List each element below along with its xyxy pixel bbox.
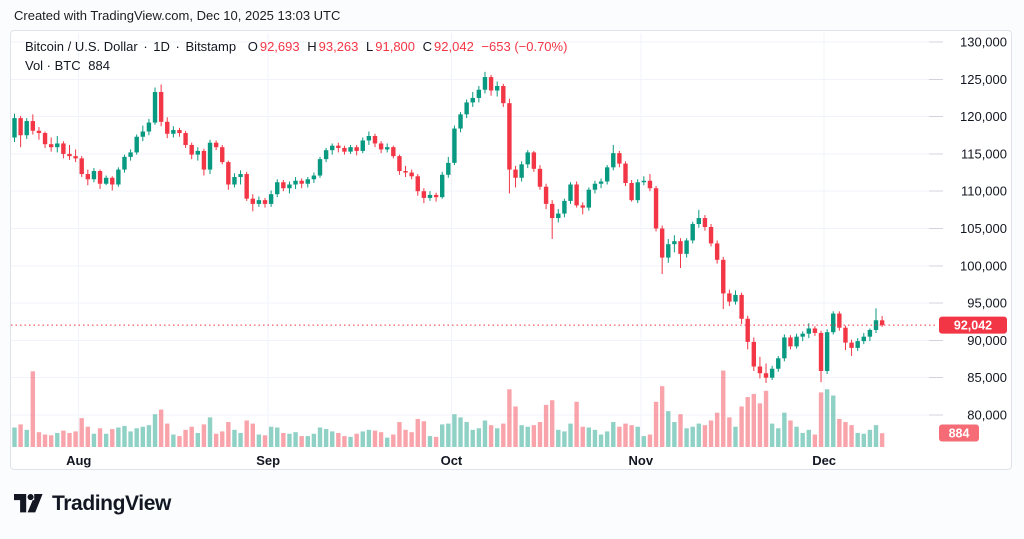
attribution-text: Created with TradingView.com, Dec 10, 20… — [14, 8, 341, 23]
legend-separator: · — [175, 39, 180, 54]
svg-text:90,000: 90,000 — [967, 333, 1007, 348]
svg-text:92,042: 92,042 — [954, 319, 992, 333]
symbol-name: Bitcoin / U.S. Dollar — [25, 39, 138, 54]
interval-label[interactable]: 1D — [153, 39, 170, 54]
svg-text:95,000: 95,000 — [967, 296, 1007, 311]
svg-text:120,000: 120,000 — [960, 109, 1007, 124]
volume-legend[interactable]: Vol · BTC 884 — [25, 57, 110, 75]
tradingview-logo[interactable]: TradingView — [14, 492, 171, 516]
low-value: 91,800 — [375, 39, 416, 54]
svg-text:Nov: Nov — [629, 453, 654, 468]
high-label: H — [307, 39, 317, 54]
volume-value: 884 — [88, 58, 110, 73]
svg-text:100,000: 100,000 — [960, 258, 1007, 273]
svg-text:Dec: Dec — [812, 453, 836, 468]
svg-text:884: 884 — [949, 427, 970, 441]
svg-text:105,000: 105,000 — [960, 221, 1007, 236]
open-label: O — [247, 39, 258, 54]
svg-text:Aug: Aug — [66, 453, 91, 468]
volume-label: Vol · BTC — [25, 58, 81, 73]
open-value: 92,693 — [259, 39, 300, 54]
low-label: L — [366, 39, 374, 54]
price-chart-canvas[interactable]: 80,000 85,000 90,000 95,000 100,000 105,000 11… — [11, 31, 1011, 469]
svg-text:85,000: 85,000 — [967, 370, 1007, 385]
exchange-label: Bitstamp — [185, 39, 237, 54]
svg-text:130,000: 130,000 — [960, 35, 1007, 50]
close-label: C — [422, 39, 433, 54]
svg-text:115,000: 115,000 — [961, 146, 1007, 161]
last-price-badge — [939, 316, 1007, 334]
legend-separator: · — [143, 39, 148, 54]
svg-text:Oct: Oct — [441, 453, 463, 468]
svg-text:Sep: Sep — [256, 453, 280, 468]
svg-text:125,000: 125,000 — [960, 72, 1007, 87]
close-value: 92,042 — [434, 39, 474, 54]
tradingview-logo-icon — [14, 493, 43, 512]
last-volume-badge — [939, 424, 979, 442]
tradingview-logo-text: TradingView — [52, 492, 171, 515]
svg-text:80,000: 80,000 — [967, 408, 1007, 423]
svg-text:110,000: 110,000 — [961, 184, 1007, 199]
change-value: −653 (−0.70%) — [481, 39, 568, 54]
high-value: 93,263 — [318, 39, 359, 54]
